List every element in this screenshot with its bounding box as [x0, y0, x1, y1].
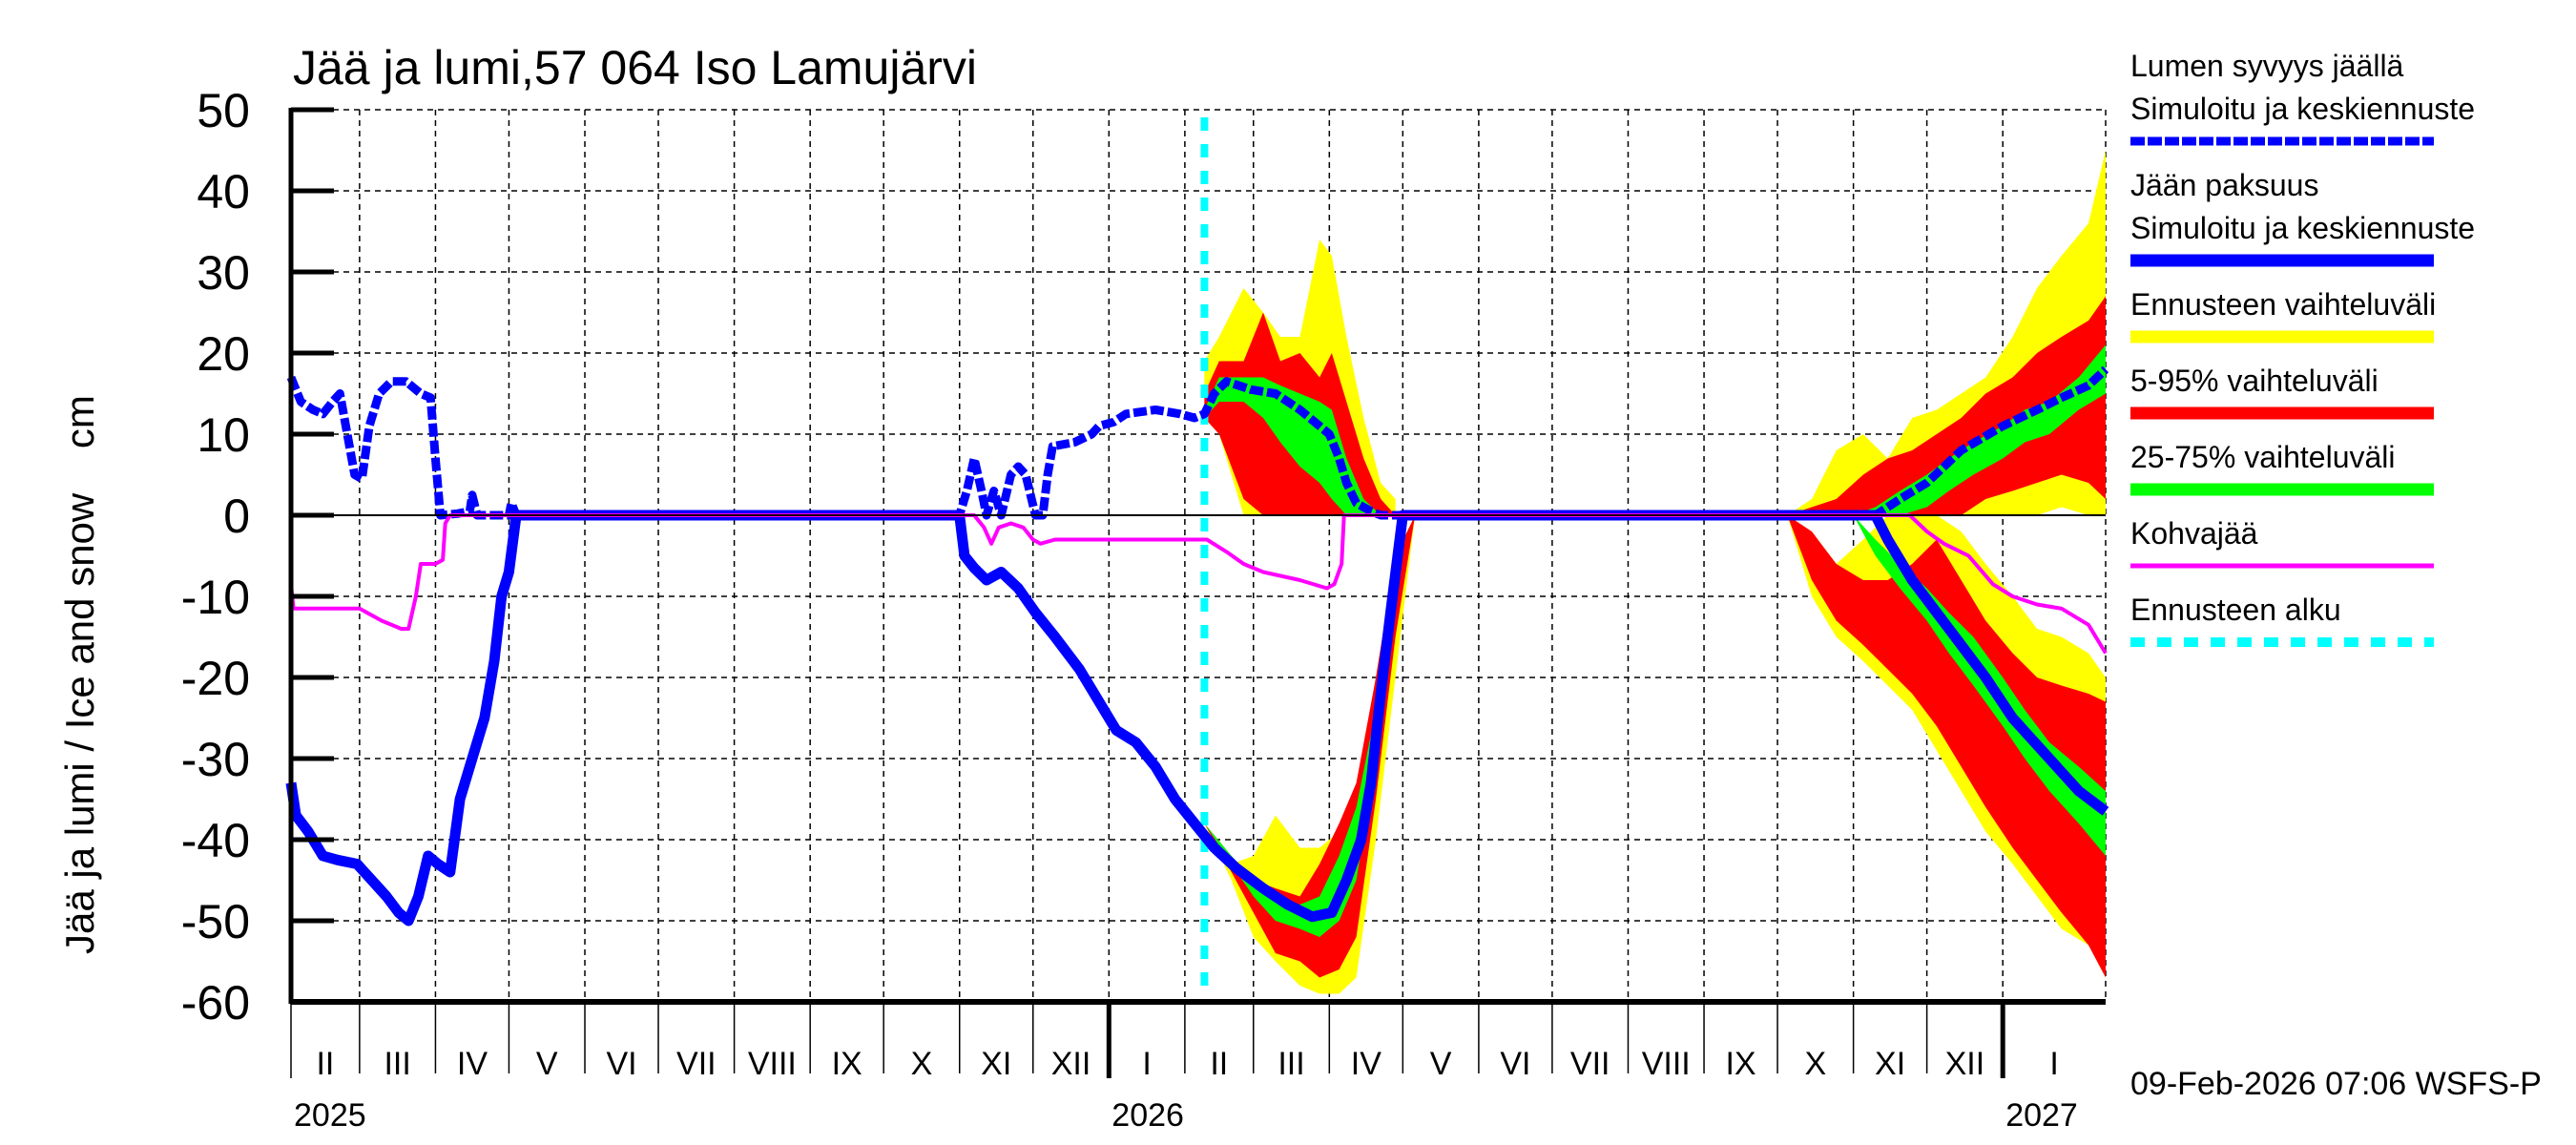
y-tick-label: -20	[181, 652, 250, 705]
legend-label: Ennusteen alku	[2130, 593, 2341, 627]
chart-title: Jää ja lumi,57 064 Iso Lamujärvi	[293, 41, 977, 94]
x-month-label: X	[911, 1046, 933, 1082]
y-tick-label: 0	[223, 489, 250, 543]
x-month-label: XI	[981, 1046, 1011, 1082]
legend-label: Jään paksuus	[2130, 168, 2318, 202]
grid	[291, 109, 2107, 1002]
slush-ice-line	[289, 513, 2108, 655]
legend: Lumen syvyys jäällä Simuloitu ja keskienn…	[2130, 49, 2475, 647]
x-month-label: VI	[606, 1046, 636, 1082]
x-axis-ticks: II III IV V VI VII VIII IX X XI XII I II III IV V VI VII V…	[290, 1002, 2078, 1134]
band-5-95-vaihteluv-li	[1787, 515, 2106, 978]
legend-label: Simuloitu ja keskiennuste	[2130, 92, 2475, 126]
data-series	[285, 117, 2109, 1002]
axes	[288, 107, 2106, 1005]
legend-label: Kohvajää	[2130, 516, 2258, 551]
forecast-bands	[1204, 150, 2106, 994]
x-year-label: 2025	[294, 1097, 366, 1134]
y-tick-label: 40	[197, 165, 250, 219]
x-month-label: I	[1142, 1046, 1151, 1082]
x-year-label: 2027	[2005, 1097, 2078, 1134]
x-month-label: II	[316, 1046, 334, 1082]
legend-label: 5-95% vaihteluväli	[2130, 364, 2379, 398]
x-month-label: VIII	[1642, 1046, 1691, 1082]
y-axis-ticks: 50 40 30 20 10 0 -10 -20 -30 -40 -50 -60	[181, 84, 250, 1030]
legend-label: Lumen syvyys jäällä	[2130, 49, 2404, 83]
y-tick-label: 10	[197, 408, 250, 462]
x-year-label: 2026	[1111, 1097, 1184, 1134]
x-month-label: V	[536, 1046, 558, 1082]
x-month-label: XII	[1051, 1046, 1091, 1082]
x-month-label: III	[384, 1046, 410, 1082]
y-tick-label: 20	[197, 327, 250, 381]
x-month-label: X	[1804, 1046, 1826, 1082]
x-month-label: IX	[832, 1046, 862, 1082]
legend-label: Ennusteen vaihteluväli	[2130, 287, 2436, 322]
y-tick-label: -30	[181, 733, 250, 786]
legend-label: Simuloitu ja keskiennuste	[2130, 211, 2475, 245]
x-month-label: IV	[1351, 1046, 1381, 1082]
y-tick-label: 50	[197, 84, 250, 137]
timestamp-label: 09-Feb-2026 07:06 WSFS-P	[2130, 1066, 2542, 1102]
y-axis-label: Jää ja lumi / Ice and snow cm	[57, 395, 102, 954]
x-month-label: III	[1278, 1046, 1304, 1082]
x-month-label: VI	[1500, 1046, 1530, 1082]
x-month-label: XII	[1945, 1046, 1985, 1082]
legend-label: 25-75% vaihteluväli	[2130, 440, 2396, 474]
band-25-75-vaihteluv-li	[1204, 377, 1381, 515]
band-5-95-vaihteluv-li	[1787, 296, 2106, 515]
x-month-label: II	[1210, 1046, 1228, 1082]
band-25-75-vaihteluv-li	[1204, 515, 1408, 937]
band-25-75-vaihteluv-li	[1853, 515, 2106, 856]
y-tick-label: -10	[181, 571, 250, 624]
x-month-label: IV	[457, 1046, 488, 1082]
y-tick-label: 30	[197, 246, 250, 300]
x-month-label: I	[2049, 1046, 2058, 1082]
y-tick-label: -60	[181, 976, 250, 1030]
x-month-label: IX	[1725, 1046, 1755, 1082]
x-month-label: XI	[1875, 1046, 1905, 1082]
x-month-label: V	[1430, 1046, 1452, 1082]
y-tick-label: -50	[181, 895, 250, 948]
x-month-label: VIII	[748, 1046, 797, 1082]
band-5-95-vaihteluv-li	[1204, 515, 1416, 978]
x-month-label: VII	[1570, 1046, 1610, 1082]
x-month-label: VII	[676, 1046, 717, 1082]
y-tick-label: -40	[181, 814, 250, 867]
